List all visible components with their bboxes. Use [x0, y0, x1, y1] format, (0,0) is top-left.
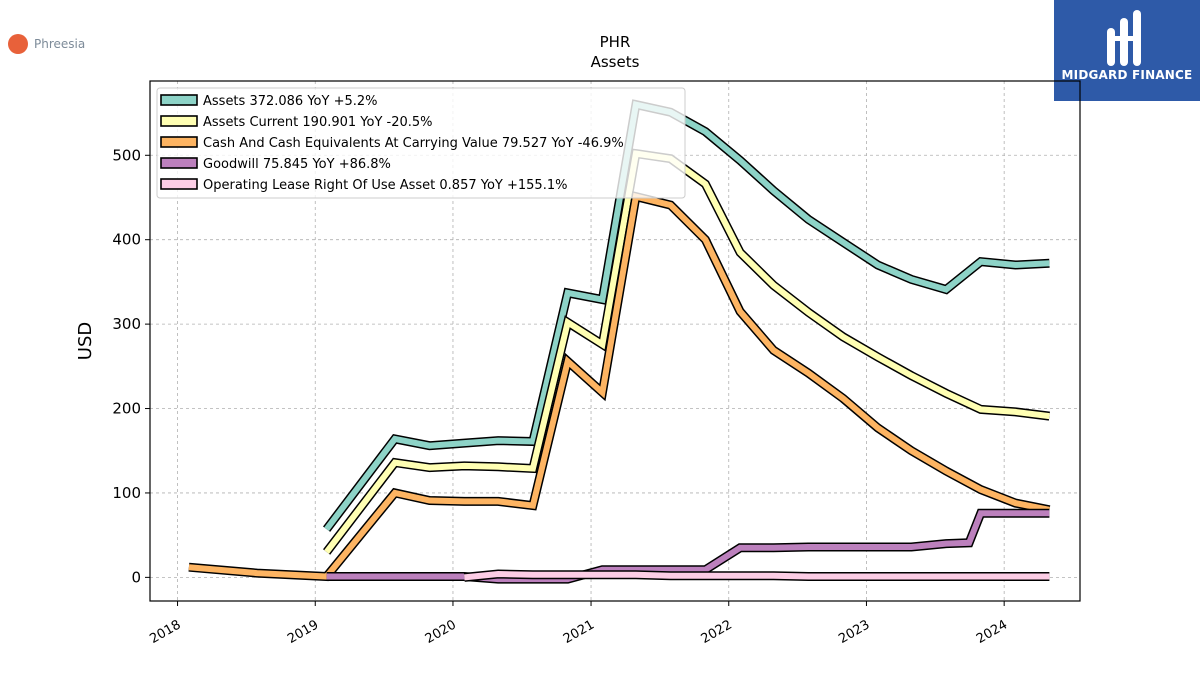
series-line-3	[326, 510, 1050, 583]
x-axis: 2018 2019 2020 2021 2022 2023 2024	[147, 601, 1010, 647]
y-axis: 0 100 200 300 400 500	[112, 146, 150, 586]
phreesia-logo-icon	[8, 34, 28, 54]
brand-logo: Phreesia	[8, 34, 85, 54]
y-tick-label: 200	[112, 400, 141, 418]
legend-swatch-1	[160, 115, 198, 127]
chart-subtitle: Assets	[591, 53, 640, 71]
badge-title: MIDGARD FINANCE	[1061, 68, 1193, 82]
x-tick-label: 2020	[423, 617, 459, 647]
y-tick-label: 500	[112, 146, 141, 164]
legend-swatch-3	[160, 157, 198, 169]
x-tick-label: 2024	[974, 617, 1010, 647]
y-tick-label: 400	[112, 231, 141, 249]
legend-label-0: Assets 372.086 YoY +5.2%	[203, 94, 378, 109]
legend-label-3: Goodwill 75.845 YoY +86.8%	[203, 157, 391, 172]
y-tick-label: 100	[112, 484, 141, 502]
series-outline-1	[323, 148, 1050, 555]
y-axis-label: USD	[75, 322, 96, 360]
x-tick-label: 2018	[147, 617, 183, 647]
plot-frame	[149, 80, 1081, 602]
series-line-4	[464, 570, 1050, 581]
legend-label-2: Cash And Cash Equivalents At Carrying Va…	[203, 136, 624, 151]
legend-swatch-2	[160, 136, 198, 148]
legend-swatch-0	[160, 94, 198, 106]
x-tick-label: 2021	[561, 617, 597, 647]
legend: Assets 372.086 YoY +5.2% Assets Current 1…	[156, 87, 686, 199]
chart-title: PHR	[600, 33, 631, 51]
series-layer	[188, 99, 1051, 584]
midgard-logo-icon	[1107, 10, 1141, 66]
legend-box	[156, 87, 686, 199]
series-line-1	[324, 150, 1050, 554]
y-tick-label: 300	[112, 315, 141, 333]
x-tick-label: 2019	[285, 617, 321, 647]
legend-label-4: Operating Lease Right Of Use Asset 0.857…	[203, 178, 567, 193]
brand-name: Phreesia	[34, 37, 86, 51]
legend-label-1: Assets Current 190.901 YoY -20.5%	[203, 115, 433, 130]
x-tick-label: 2023	[836, 617, 872, 647]
legend-swatch-4	[160, 178, 198, 190]
series-line-0	[324, 100, 1050, 532]
y-tick-label: 0	[131, 568, 141, 586]
series-line-2	[188, 192, 1050, 580]
midgard-badge: MIDGARD FINANCE	[1054, 0, 1200, 101]
x-tick-label: 2022	[699, 617, 735, 647]
